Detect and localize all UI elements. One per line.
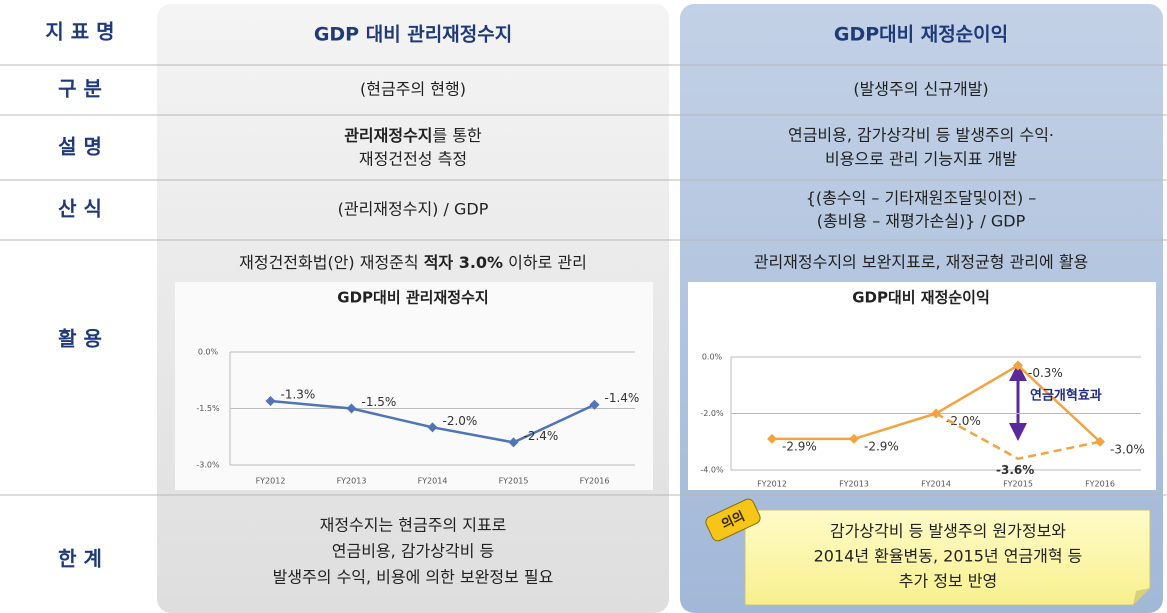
marker xyxy=(1013,360,1023,371)
marker xyxy=(265,395,276,406)
marker xyxy=(508,437,519,448)
badge-bg xyxy=(705,498,761,542)
badge: 의의 xyxy=(705,498,761,542)
description: 연금비용, 감가상각비 등 발생주의 수익· xyxy=(788,126,1054,145)
row-label: 지 표 명 xyxy=(45,20,114,44)
annotation: 연금개혁효과 xyxy=(1030,388,1102,404)
value-label: -0.3% xyxy=(1028,366,1063,380)
type: (현금주의 현행) xyxy=(360,80,466,99)
marker xyxy=(589,399,600,410)
x-tick-label: FY2015 xyxy=(1003,480,1033,489)
marker xyxy=(767,433,777,444)
chart-title: GDP대비 재정순이익 xyxy=(852,289,990,307)
marker xyxy=(849,433,859,444)
marker xyxy=(427,422,438,433)
value-label: -2.0% xyxy=(946,414,981,428)
bold-text: 관리재정수지 xyxy=(344,126,432,145)
value-label: -3.6% xyxy=(996,463,1034,477)
chart-bg xyxy=(688,282,1156,490)
header: GDP대비 재정순이익 xyxy=(834,24,1008,46)
y-tick-label: -3.0% xyxy=(196,461,220,470)
x-tick-label: FY2013 xyxy=(839,480,869,489)
marker xyxy=(1095,436,1105,447)
note: 추가 정보 반영 xyxy=(899,572,998,591)
row-label: 산 식 xyxy=(58,197,102,221)
description: 관리재정수지를 통한 xyxy=(344,126,482,145)
bold-text: 적자 3.0% xyxy=(424,253,503,272)
row-label: 설 명 xyxy=(58,135,102,159)
formula: (총비용 – 재평가손실)} / GDP xyxy=(817,212,1026,231)
x-tick-label: FY2016 xyxy=(580,477,610,486)
limit: 발생주의 수익, 비용에 의한 보완정보 필요 xyxy=(273,568,554,587)
limit: 연금비용, 감가상각비 등 xyxy=(332,542,494,561)
type: (발생주의 신규개발) xyxy=(853,80,988,99)
x-tick-label: FY2016 xyxy=(1085,480,1115,489)
value-label: -1.5% xyxy=(362,395,397,409)
description: 재정건전성 측정 xyxy=(359,150,467,169)
y-tick-label: 0.0% xyxy=(702,353,723,362)
value-label: -1.4% xyxy=(605,391,640,405)
y-tick-label: -1.5% xyxy=(196,404,220,413)
row-label: 활 용 xyxy=(58,327,102,351)
usage: 관리재정수지의 보완지표로, 재정균형 관리에 활용 xyxy=(754,253,1089,272)
text: 를 통한 xyxy=(433,126,483,145)
x-tick-label: FY2013 xyxy=(337,477,367,486)
formula: {(총수익 – 기타재원조달및이전) – xyxy=(806,189,1037,208)
value-label: -2.0% xyxy=(443,414,478,428)
chart-title: GDP대비 관리재정수지 xyxy=(337,289,488,307)
x-tick-label: FY2012 xyxy=(757,480,787,489)
chart-bg xyxy=(175,282,653,490)
y-tick-label: 0.0% xyxy=(198,348,219,357)
line xyxy=(935,412,1101,461)
x-tick-label: FY2014 xyxy=(921,480,951,489)
value-label: -2.9% xyxy=(782,439,817,453)
text: 재정건전화법(안) 재정준칙 xyxy=(239,253,424,272)
note-fold xyxy=(1133,588,1150,605)
row-label: 구 분 xyxy=(58,77,102,101)
note: 2014년 환율변동, 2015년 연금개혁 등 xyxy=(814,547,1083,566)
note: 감가상각비 등 발생주의 원가정보와 xyxy=(830,522,1066,541)
value-label: -2.4% xyxy=(524,429,559,443)
description: 비용으로 관리 기능지표 개발 xyxy=(825,150,1017,169)
y-tick-label: -2.0% xyxy=(700,409,724,418)
usage: 재정건전화법(안) 재정준칙 적자 3.0% 이하로 관리 xyxy=(239,253,587,272)
row-lines xyxy=(0,64,1167,496)
row-label: 한 계 xyxy=(58,547,102,571)
value-label: -2.9% xyxy=(864,439,899,453)
value-label: -1.3% xyxy=(281,387,316,401)
text: 이하로 관리 xyxy=(503,253,587,272)
x-tick-label: FY2015 xyxy=(499,477,529,486)
x-tick-label: FY2014 xyxy=(418,477,448,486)
marker xyxy=(346,403,357,414)
x-tick-label: FY2012 xyxy=(256,477,286,486)
limit: 재정수지는 현금주의 지표로 xyxy=(320,516,507,535)
formula: (관리재정수지) / GDP xyxy=(338,200,489,219)
value-label: -3.0% xyxy=(1110,442,1145,456)
header: GDP 대비 관리재정수지 xyxy=(314,24,512,46)
y-tick-label: -4.0% xyxy=(700,466,724,475)
